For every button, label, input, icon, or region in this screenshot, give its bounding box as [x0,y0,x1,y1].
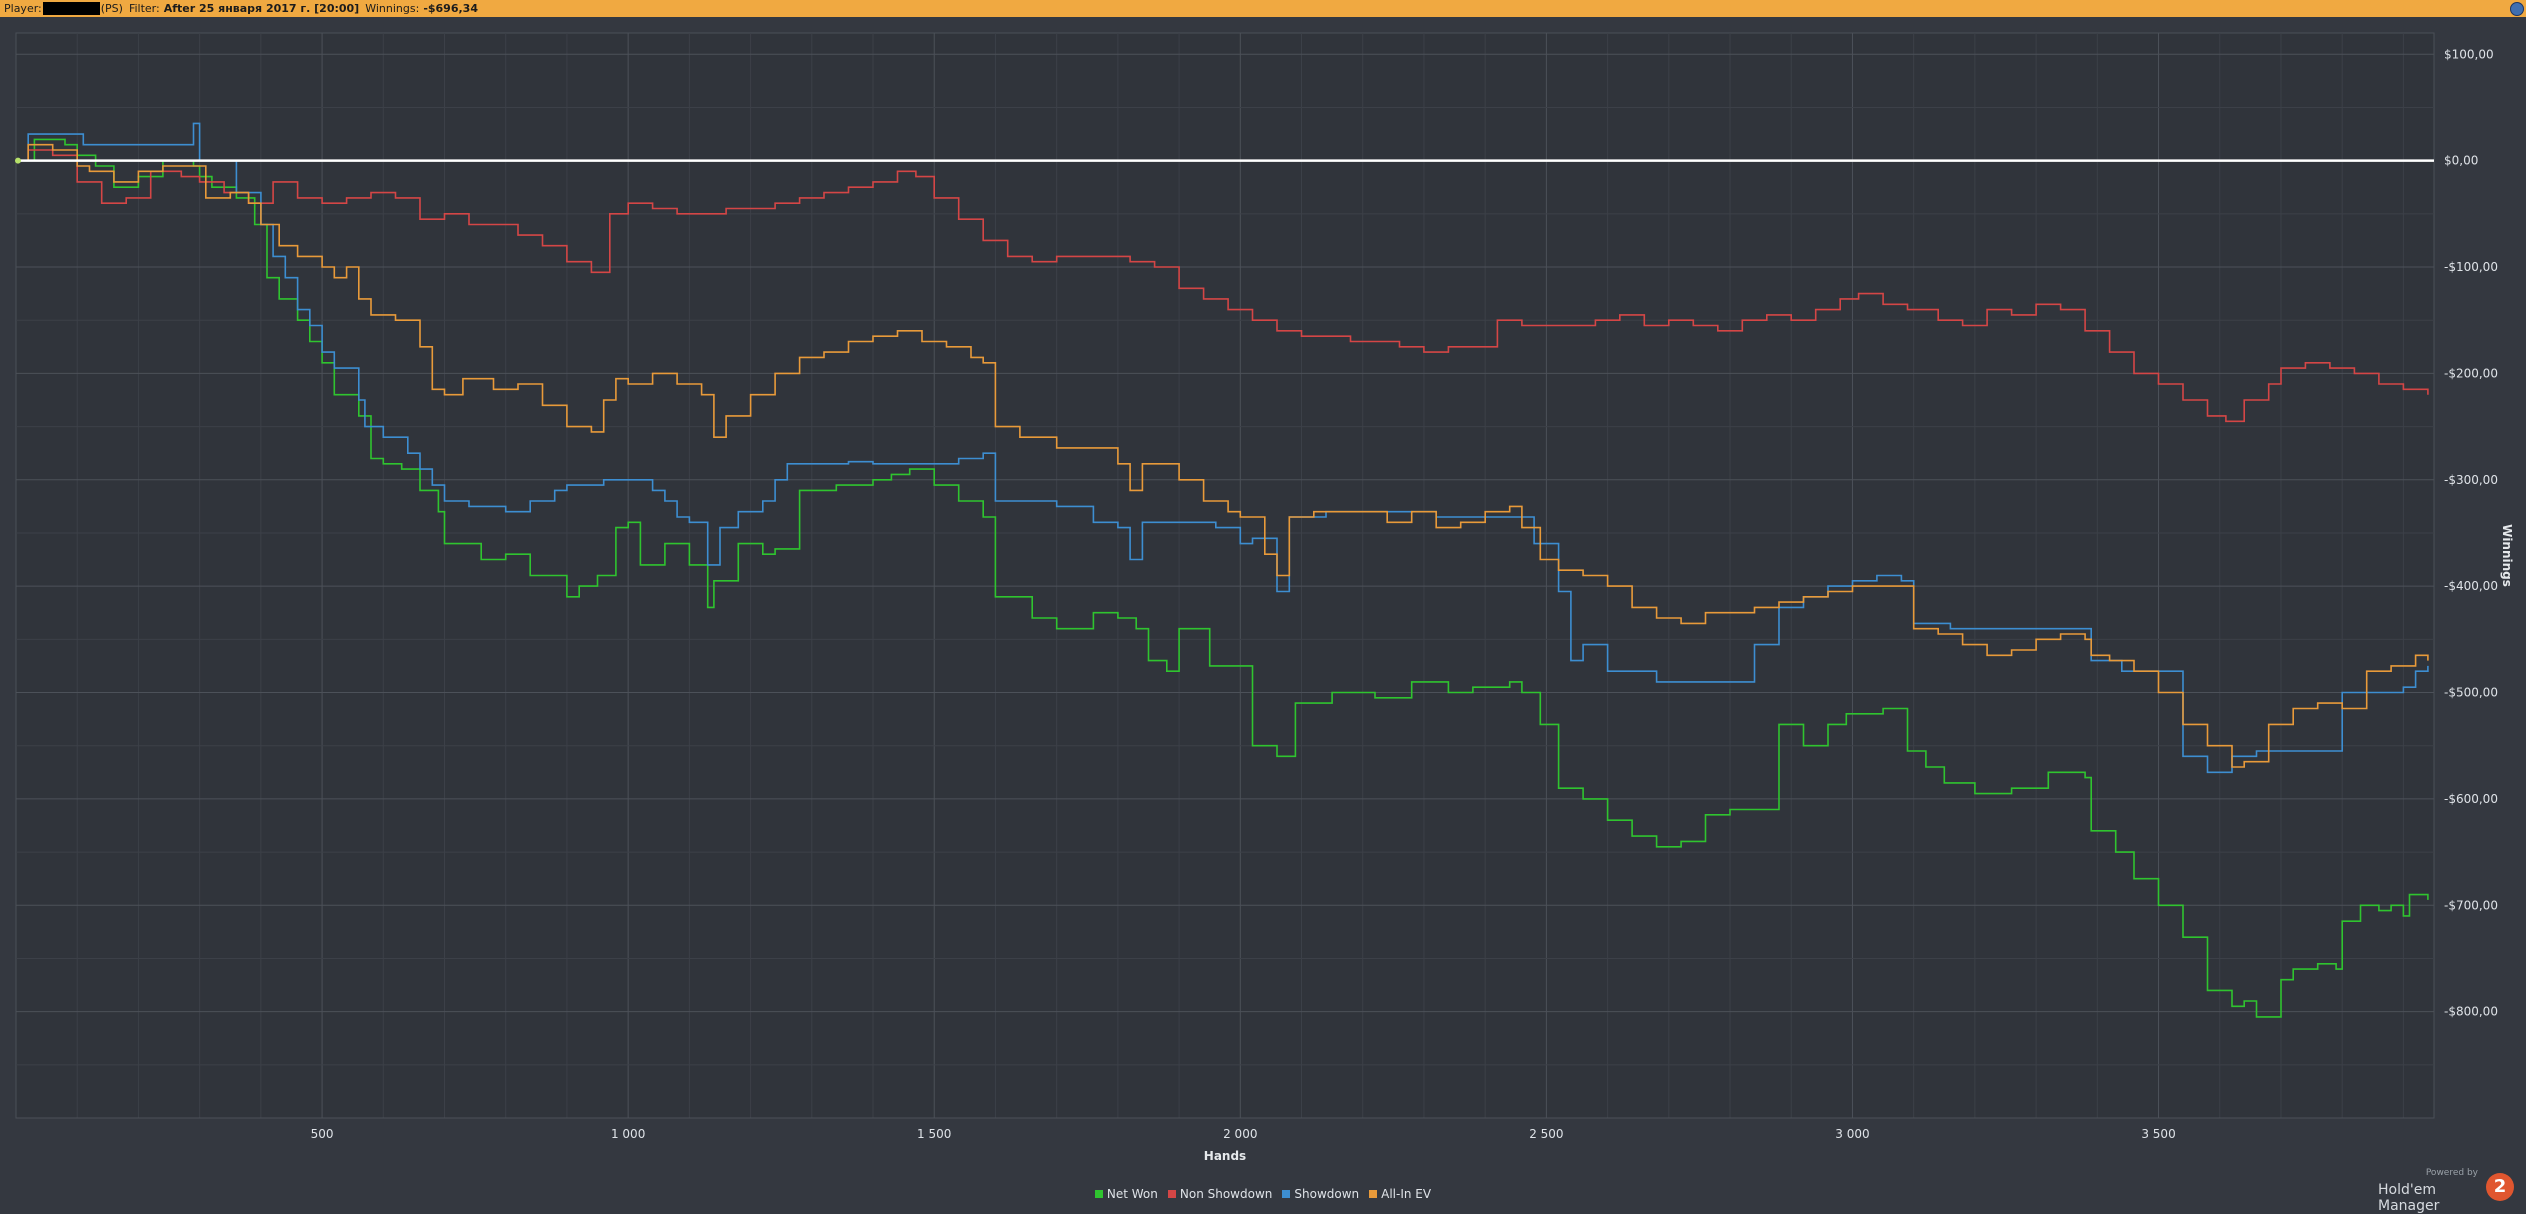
title-bar: Player: (PS) Filter: After 25 января 2017 г… [0,0,2526,17]
winnings-label: Winnings: [365,2,420,15]
y-tick-label: -$300,00 [2444,473,2498,487]
series-line-all-in-ev [16,143,2429,768]
legend-item[interactable]: Non Showdown [1167,1186,1273,1202]
y-tick-label: -$700,00 [2444,898,2498,912]
legend-label: Net Won [1106,1187,1158,1201]
y-tick-label: -$200,00 [2444,366,2498,380]
legend-swatch [1167,1190,1176,1198]
brand-logo: Powered by Hold'em Manager 2 [2378,1165,2518,1214]
y-tick-label: -$800,00 [2444,1005,2498,1019]
player-site: (PS) [100,2,123,15]
series-line-non-showdown [16,149,2429,423]
brand-powered-text: Powered by [2425,1168,2478,1178]
series-line-showdown [16,122,2429,774]
brand-name: Hold'em Manager [2378,1182,2440,1214]
player-label: Player: [4,2,42,15]
player-name-redacted [42,2,100,15]
winnings-value: -$696,34 [423,2,478,15]
y-tick-label: $0,00 [2444,154,2478,168]
legend-label: Non Showdown [1179,1187,1273,1201]
legend-item[interactable]: Showdown [1282,1186,1359,1202]
legend-item[interactable]: All-In EV [1369,1186,1431,1202]
legend-swatch [1369,1190,1378,1198]
chart-legend: Net Won Non Showdown Showdown All-In EV [0,1186,2526,1202]
winnings-chart: 500 1 000 1 500 2 000 2 500 3 000 3 500 $100,00… [15,32,2514,1163]
y-tick-label: $100,00 [2444,47,2494,61]
y-tick-label: -$600,00 [2444,792,2498,806]
filter-label: Filter: [128,2,160,15]
brand-badge: 2 [2486,1173,2514,1201]
legend-swatch [1094,1190,1103,1198]
y-tick-label: -$500,00 [2444,686,2498,700]
legend-swatch [1282,1190,1291,1198]
y-axis-title: Winnings [2500,524,2514,587]
x-tick-label: 1 500 [917,1127,951,1141]
plot-area [15,32,2435,1119]
filter-value: After 25 января 2017 г. [20:00] [163,2,360,15]
x-tick-label: 3 500 [2141,1127,2175,1141]
start-marker [15,157,21,164]
y-tick-label: -$400,00 [2444,579,2498,593]
y-tick-label: -$100,00 [2444,260,2498,274]
x-axis-title: Hands [1204,1149,1246,1163]
legend-label: All-In EV [1381,1187,1432,1201]
x-tick-label: 2 500 [1529,1127,1563,1141]
x-tick-label: 2 000 [1223,1127,1257,1141]
legend-item[interactable]: Net Won [1094,1186,1158,1202]
globe-icon[interactable] [2510,2,2524,16]
legend-label: Showdown [1294,1187,1360,1201]
x-tick-label: 3 000 [1835,1127,1869,1141]
x-tick-label: 500 [311,1127,334,1141]
x-tick-label: 1 000 [611,1127,645,1141]
